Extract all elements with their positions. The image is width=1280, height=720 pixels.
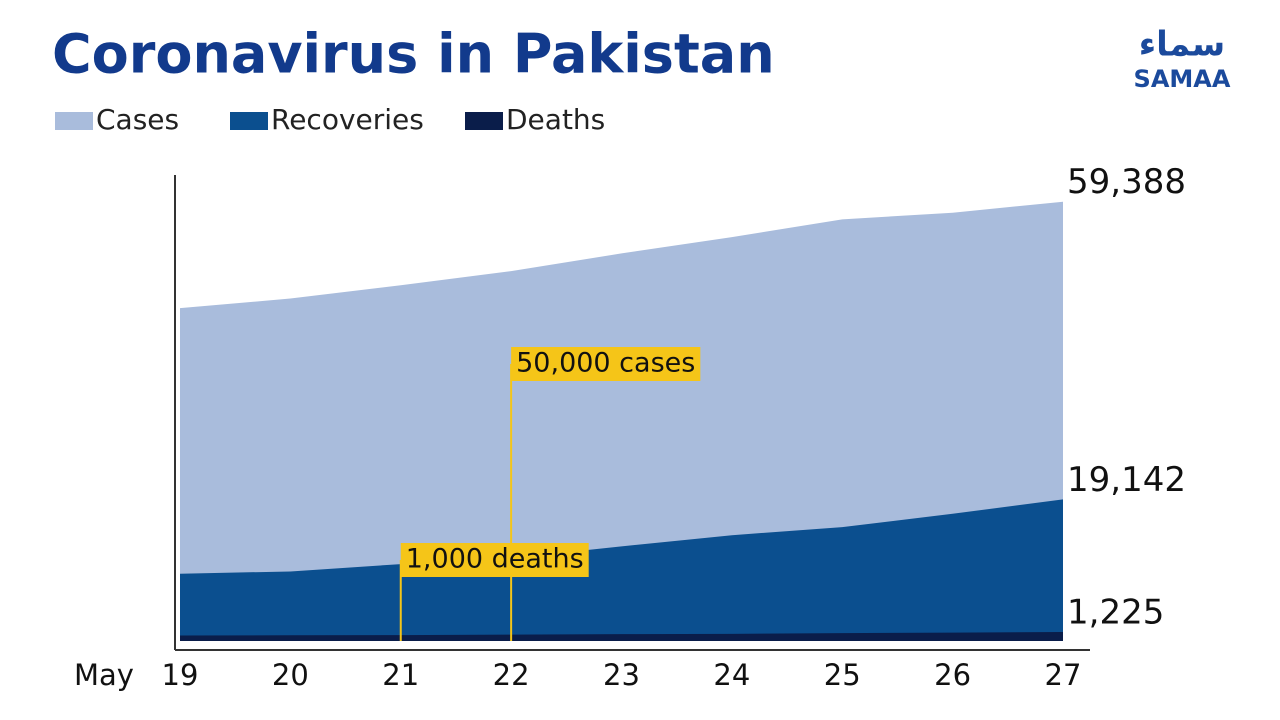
x-tick-label: 21: [382, 658, 419, 692]
legend-label: Cases: [96, 103, 179, 136]
x-tick-label: 27: [1045, 658, 1082, 692]
x-axis-label: May: [74, 658, 134, 692]
logo-text: SAMAA: [1134, 65, 1231, 93]
legend-swatch: [465, 112, 503, 130]
x-tick-label: 23: [603, 658, 640, 692]
legend-label: Recoveries: [271, 103, 424, 136]
x-tick-label: 22: [493, 658, 530, 692]
x-tick-label: 25: [824, 658, 861, 692]
x-tick-label: 24: [713, 658, 750, 692]
legend-swatch: [55, 112, 93, 130]
logo-urdu: سماء: [1139, 25, 1225, 65]
value-label: 1,225: [1067, 592, 1164, 632]
annotation-box: [511, 347, 701, 381]
chart-title: Coronavirus in Pakistan: [52, 23, 775, 86]
x-tick-label: 26: [934, 658, 971, 692]
legend-swatch: [230, 112, 268, 130]
value-label: 59,388: [1067, 162, 1186, 202]
x-tick-label: 19: [162, 658, 199, 692]
annotation-text: 50,000 cases: [516, 348, 695, 379]
x-tick-label: 20: [272, 658, 309, 692]
annotation-text: 1,000 deaths: [406, 544, 584, 575]
legend-label: Deaths: [506, 103, 605, 136]
annotation-box: [400, 543, 589, 577]
value-label: 19,142: [1067, 460, 1186, 500]
